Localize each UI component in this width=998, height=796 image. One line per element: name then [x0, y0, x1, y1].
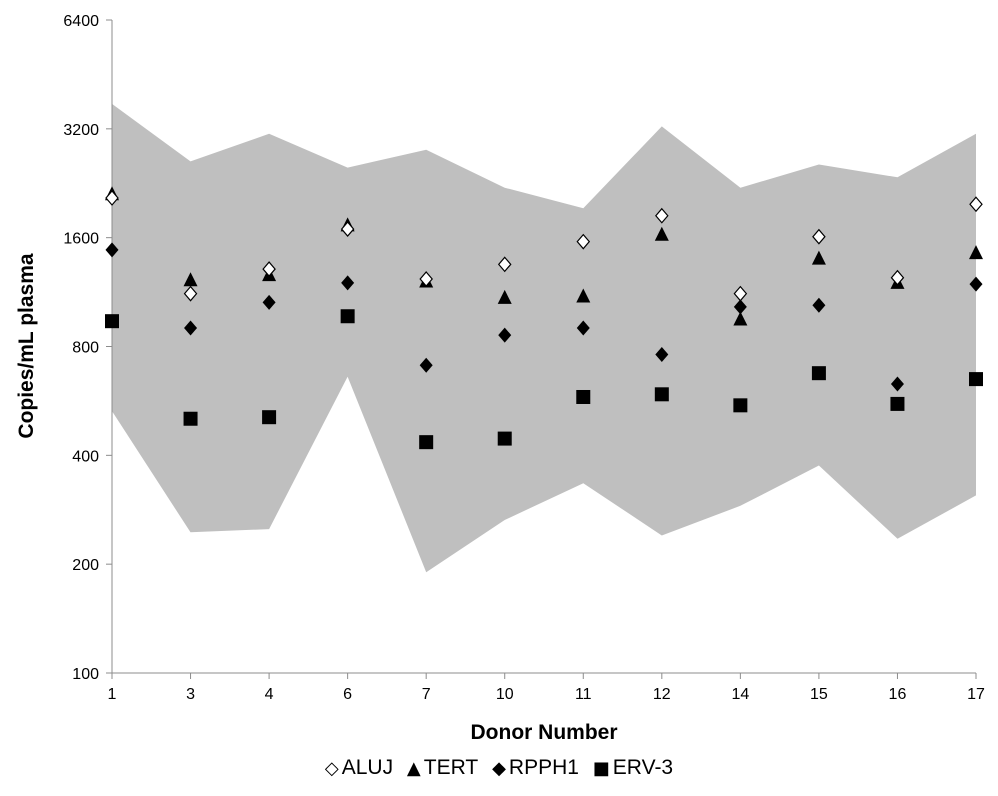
- tert-point: [811, 250, 826, 265]
- x-tick-label: 16: [889, 686, 907, 703]
- x-tick-label: 15: [810, 686, 828, 703]
- erv-3-point: [890, 396, 905, 411]
- tert-point: [969, 245, 983, 260]
- x-tick-label: 3: [186, 686, 195, 703]
- rpph1-point: [419, 357, 433, 373]
- y-tick-label: 6400: [63, 13, 99, 30]
- erv-3-point: [105, 314, 119, 329]
- tert-point: [576, 288, 591, 303]
- y-tick-label: 800: [72, 340, 99, 357]
- rpph1-point: [498, 327, 512, 343]
- aluj-point: [419, 271, 433, 287]
- aluj-point: [733, 285, 748, 302]
- aluj-point: [262, 261, 276, 277]
- legend-label: TERT: [423, 756, 479, 779]
- aluj-point: [890, 269, 905, 286]
- diamond-icon: ◆: [492, 758, 506, 779]
- x-tick-label: 10: [496, 686, 514, 703]
- y-axis-title: Copies/mL plasma: [15, 253, 38, 438]
- tert-point: [654, 226, 669, 241]
- marks-layer: [105, 186, 983, 450]
- aluj-point: [183, 285, 198, 302]
- rpph1-point: [105, 242, 119, 258]
- legend-label: ERV-3: [612, 756, 674, 779]
- rpph1-point: [733, 299, 747, 315]
- y-tick-label: 1600: [63, 231, 99, 248]
- square-icon: ■: [592, 758, 610, 779]
- erv-3-point: [576, 389, 591, 404]
- axis-layer: 100 200 400 800 1600 3200 6400 1 3 4 6 7 10 11 12 14 15 1…: [63, 13, 985, 703]
- aluj-point: [655, 207, 669, 224]
- x-axis-title: Donor Number: [471, 721, 618, 744]
- legend-item-erv3: ■ ERV-3: [593, 756, 673, 779]
- rpph1-point: [890, 376, 904, 392]
- x-tick-label: 4: [265, 686, 274, 703]
- tert-point: [733, 311, 748, 326]
- erv-3-point: [497, 431, 512, 446]
- erv-3-point: [969, 372, 983, 387]
- x-tick-label: 12: [653, 686, 671, 703]
- erv-3-point: [340, 309, 355, 324]
- aluj-point: [576, 233, 591, 250]
- range-band-layer: [112, 103, 976, 573]
- erv-3-point: [183, 411, 198, 426]
- aluj-point: [969, 196, 983, 213]
- rpph1-point: [184, 320, 198, 336]
- tert-point: [183, 272, 198, 287]
- rpph1-point: [262, 294, 276, 310]
- x-tick-label: 17: [967, 686, 985, 703]
- legend-label: ALUJ: [341, 756, 394, 779]
- y-tick-label: 400: [72, 448, 99, 465]
- tert-point: [497, 289, 512, 304]
- aluj-point: [105, 190, 119, 206]
- rpph1-point: [576, 320, 590, 336]
- legend: ◇ ALUJ ▲ TERT ◆ RPPH1 ■ ERV-3: [0, 756, 998, 780]
- erv-3-point: [262, 410, 277, 425]
- rpph1-point: [341, 275, 355, 291]
- x-tick-label: 11: [575, 686, 592, 703]
- legend-item-aluj: ◇ ALUJ: [325, 756, 393, 779]
- x-tick-label: 7: [422, 686, 431, 703]
- legend-label: RPPH1: [508, 756, 579, 779]
- rpph1-point: [655, 347, 669, 363]
- rpph1-point: [969, 276, 983, 292]
- x-tick-label: 1: [108, 686, 117, 703]
- erv-3-point: [733, 398, 748, 413]
- open-diamond-icon: ◇: [324, 758, 339, 779]
- legend-item-rpph1: ◆ RPPH1: [492, 756, 579, 779]
- y-tick-label: 3200: [63, 122, 99, 139]
- range-band: [112, 103, 976, 573]
- erv-3-point: [654, 387, 669, 402]
- erv-3-point: [811, 366, 826, 381]
- aluj-point: [812, 228, 826, 245]
- aluj-point: [340, 221, 355, 237]
- triangle-icon: ▲: [406, 758, 421, 779]
- y-tick-label: 200: [72, 557, 99, 574]
- legend-item-tert: ▲ TERT: [407, 756, 478, 779]
- aluj-point: [497, 256, 512, 273]
- rpph1-point: [812, 297, 826, 313]
- x-tick-label: 6: [343, 686, 352, 703]
- erv-3-point: [419, 435, 434, 450]
- x-tick-label: 14: [731, 686, 749, 703]
- y-tick-label: 100: [72, 666, 99, 683]
